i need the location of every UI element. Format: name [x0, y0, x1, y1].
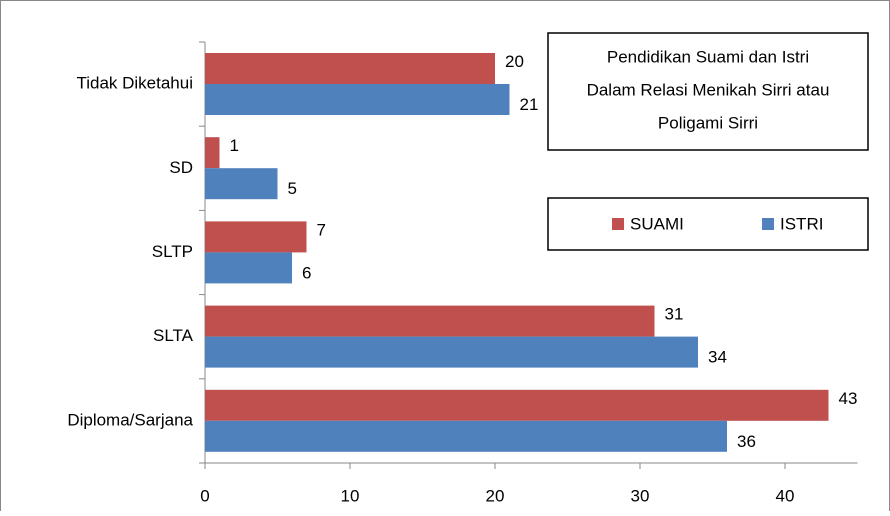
x-tick-label: 20	[486, 486, 505, 505]
data-label: 7	[317, 220, 326, 239]
bar	[205, 84, 510, 115]
bar	[205, 137, 220, 169]
data-label: 6	[302, 263, 311, 282]
x-tick-label: 40	[776, 486, 795, 505]
data-label: 20	[505, 52, 524, 71]
bar	[205, 336, 698, 368]
y-tick-label: SLTA	[153, 326, 194, 345]
bar	[205, 221, 307, 253]
legend-swatch	[612, 218, 624, 230]
data-label: 34	[708, 348, 727, 367]
data-label: 1	[230, 136, 239, 155]
bar	[205, 305, 655, 337]
data-label: 43	[839, 389, 858, 408]
chart-title: Dalam Relasi Menikah Sirri atau	[587, 80, 830, 99]
bar	[205, 420, 727, 452]
legend-label: ISTRI	[780, 214, 823, 233]
data-label: 31	[665, 305, 684, 324]
bar	[205, 252, 292, 284]
y-tick-label: SLTP	[152, 242, 193, 261]
legend-box	[547, 197, 869, 251]
chart-title: Poligami Sirri	[658, 113, 758, 132]
data-label: 5	[288, 179, 297, 198]
title-box	[547, 32, 869, 151]
x-tick-label: 30	[631, 486, 650, 505]
bar	[205, 53, 495, 84]
y-tick-label: Tidak Diketahui	[76, 74, 193, 93]
y-tick-label: SD	[169, 158, 193, 177]
data-label: 21	[520, 95, 539, 114]
legend-label: SUAMI	[630, 214, 684, 233]
bar	[205, 389, 829, 421]
y-tick-label: Diploma/Sarjana	[67, 410, 193, 429]
chart-title: Pendidikan Suami dan Istri	[607, 47, 809, 66]
bar	[205, 168, 278, 200]
x-tick-label: 10	[341, 486, 360, 505]
data-label: 36	[737, 432, 756, 451]
x-tick-label: 0	[200, 486, 209, 505]
legend-swatch	[762, 218, 774, 230]
